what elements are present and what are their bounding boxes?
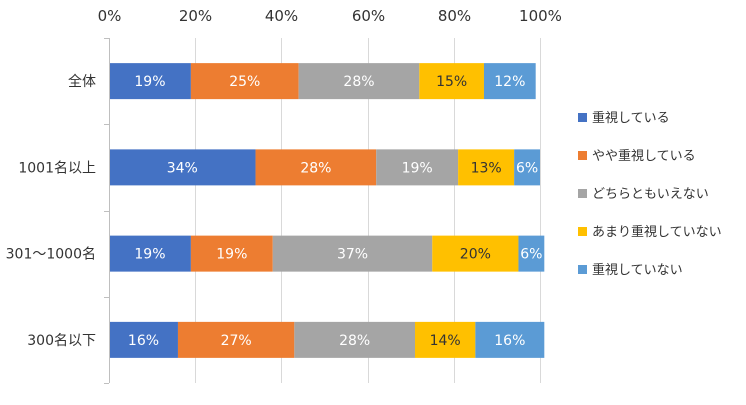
bar-segment xyxy=(475,321,545,358)
bar-value-label: 19% xyxy=(402,160,433,176)
bar-value-label: 27% xyxy=(221,333,252,349)
bar-value-label: 15% xyxy=(436,74,467,90)
category-label: 1001名以上 xyxy=(18,160,96,176)
bar-value-label: 37% xyxy=(337,247,368,263)
axes: 0% 20% 40% 60% 80% 100% 全体 1001名以上 301～1000名 300名… xyxy=(6,7,562,384)
bar-segment xyxy=(415,321,476,358)
legend-swatch xyxy=(578,151,587,160)
bar-segment xyxy=(109,149,256,186)
x-tick-label: 0% xyxy=(98,7,122,25)
bar-segment xyxy=(518,235,545,272)
bar-value-label: 19% xyxy=(134,74,165,90)
x-tick-label: 40% xyxy=(265,7,298,25)
bar-value-label: 19% xyxy=(216,247,247,263)
bar-value-label: 13% xyxy=(471,160,502,176)
legend-label: どちらともいえない xyxy=(592,187,709,202)
bar-value-label: 6% xyxy=(516,160,538,176)
bar-segment xyxy=(483,63,536,100)
bar-value-label: 28% xyxy=(343,74,374,90)
legend-swatch xyxy=(578,189,587,198)
bar-value-label: 25% xyxy=(229,74,260,90)
bar-value-label: 14% xyxy=(430,333,461,349)
bar-segment xyxy=(109,321,178,358)
bar-value-label: 19% xyxy=(134,247,165,263)
bar-segment xyxy=(458,149,515,186)
x-tick-label: 20% xyxy=(179,7,212,25)
x-tick-label: 60% xyxy=(352,7,385,25)
bar-segment xyxy=(255,149,377,186)
x-tick-label: 100% xyxy=(519,7,562,25)
bar-segment xyxy=(432,235,519,272)
legend-swatch xyxy=(578,265,587,274)
category-label: 全体 xyxy=(68,73,96,90)
bar-segment xyxy=(190,235,273,272)
bar-segment xyxy=(514,149,540,186)
bar-segment xyxy=(109,235,191,272)
bar-value-label: 34% xyxy=(167,160,198,176)
bar-segment xyxy=(177,321,295,358)
bar-segment xyxy=(376,149,459,186)
category-label: 300名以下 xyxy=(27,333,96,349)
bars: 19% 25% 28% 15% 12% 34% 28% 19% 13% 6% 19% 19% 37% 20… xyxy=(109,63,545,358)
category-label: 301～1000名 xyxy=(6,247,96,263)
legend-label: 重視している xyxy=(592,110,670,126)
legend-label: やや重視している xyxy=(592,148,696,164)
bar-value-label: 16% xyxy=(128,333,159,349)
bar-segment xyxy=(298,63,420,100)
legend-label: 重視していない xyxy=(592,262,683,278)
legend-label: あまり重視していない xyxy=(592,224,722,240)
bar-value-label: 20% xyxy=(460,247,491,263)
bar-segment xyxy=(294,321,416,358)
x-tick-label: 80% xyxy=(438,7,471,25)
bar-value-label: 6% xyxy=(520,247,542,263)
bar-segment xyxy=(272,235,433,272)
bar-value-label: 28% xyxy=(300,160,331,176)
legend-swatch xyxy=(578,113,587,122)
bar-value-label: 12% xyxy=(494,74,525,90)
bar-segment xyxy=(190,63,299,100)
bar-value-label: 28% xyxy=(339,333,370,349)
bar-value-label: 16% xyxy=(494,333,525,349)
legend-swatch xyxy=(578,227,587,236)
bar-segment xyxy=(419,63,484,100)
bar-segment xyxy=(109,63,191,100)
